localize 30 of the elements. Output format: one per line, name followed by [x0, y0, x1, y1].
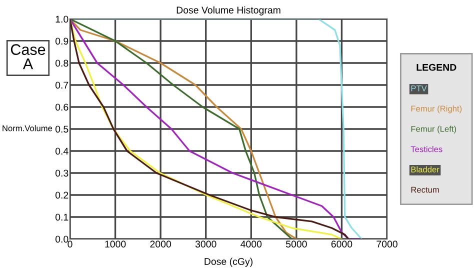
y-tick-label: 0.5: [55, 126, 68, 133]
legend-title: LEGEND: [416, 64, 456, 71]
text: Femur (Right): [411, 105, 462, 114]
y-tick-label: 0.9: [55, 38, 68, 45]
y-axis-title: Norm.Volume: [2, 125, 52, 132]
text: Case A: [10, 44, 46, 70]
x-tick-label: 6000: [331, 240, 352, 248]
y-tick-label: 0.8: [55, 60, 68, 67]
x-tick-label: 4000: [240, 240, 262, 248]
x-axis-title: Dose (cGy): [204, 258, 252, 267]
y-tick-label: 0.2: [55, 192, 68, 199]
chart-title: Dose Volume Histogram: [176, 6, 280, 16]
y-tick-label: 0.3: [55, 170, 68, 177]
x-tick-label: 3000: [195, 240, 216, 248]
text: Testicles: [410, 146, 442, 152]
text: Femur (Left): [411, 126, 456, 134]
text: Rectum: [411, 186, 439, 193]
x-tick-label: 1000: [105, 240, 126, 248]
x-tick-label: 5000: [286, 240, 307, 248]
text: Bladder: [411, 166, 440, 172]
y-tick-label: 0.0: [55, 236, 68, 243]
y-tick-label: 0.7: [55, 82, 68, 89]
y-tick-label: 0.1: [55, 214, 68, 221]
x-tick-label: 0: [68, 240, 72, 248]
y-tick-label: 1.0: [56, 16, 68, 23]
y-tick-label: 0.4: [55, 148, 68, 155]
y-tick-label: 0.6: [55, 104, 68, 111]
x-tick-label: 7000: [376, 240, 398, 248]
text: PTV: [411, 86, 427, 92]
x-tick-label: 2000: [150, 240, 172, 248]
